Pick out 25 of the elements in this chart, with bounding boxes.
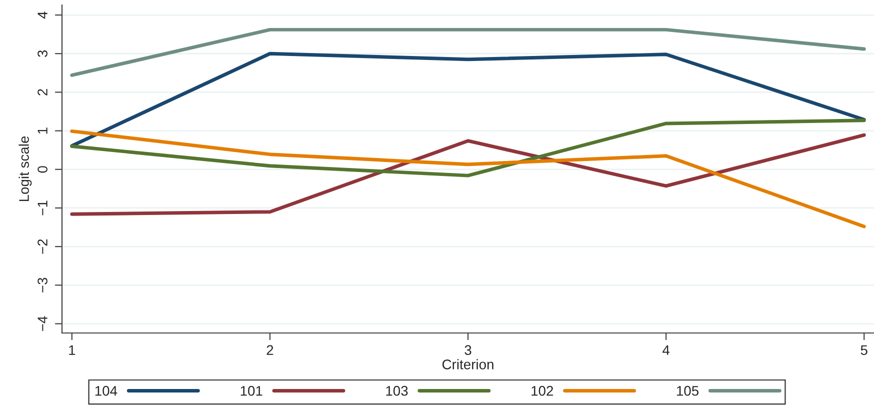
y-axis-title: Logit scale [18,136,32,202]
x-tick-label: 1 [69,345,76,355]
line-series [70,129,866,228]
x-tick-label: 5 [860,345,868,356]
line-series [70,52,866,148]
y-tick-label: −1 [38,200,48,216]
line-series [70,133,866,216]
y-tick-label: 0 [38,166,48,173]
y-tick-label: 3 [38,50,48,57]
y-tick-label: 2 [38,89,48,96]
x-tick-label: 4 [662,345,670,355]
line-series [70,118,866,178]
x-axis-title: Criterion [442,359,494,370]
y-tick-label: 4 [38,12,48,19]
legend-label: 101 [240,386,262,396]
x-tick-label: 3 [464,345,472,356]
y-tick-label: 1 [38,128,48,134]
y-tick-label: −4 [38,316,48,331]
legend-label: 104 [95,386,118,396]
x-tick-label: 2 [266,345,274,355]
legend-label: 103 [386,386,408,396]
legend-label: 105 [676,386,699,396]
y-tick-label: −2 [38,239,48,254]
y-tick-label: −3 [38,278,48,292]
legend-label: 102 [532,386,554,396]
